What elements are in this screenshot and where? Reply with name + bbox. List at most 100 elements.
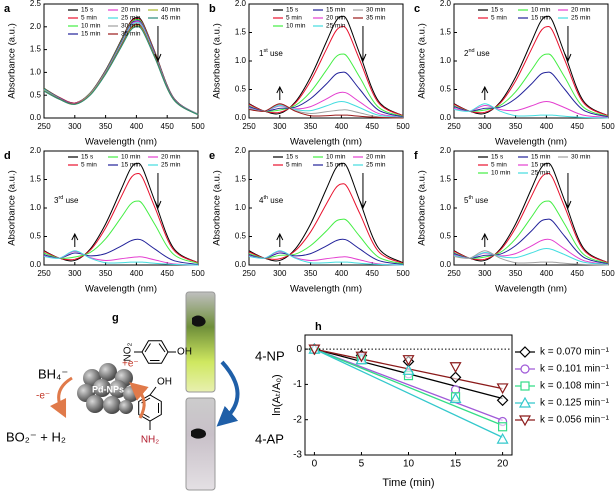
- decrease-arrow: [154, 26, 162, 63]
- decrease-arrow: [359, 173, 367, 210]
- annotation: 3rd use: [54, 195, 79, 205]
- y-tick-label: 1.0: [30, 203, 42, 212]
- y-tick-label: 0.0: [30, 113, 42, 122]
- panel-label: h: [315, 321, 322, 333]
- x-tick-label: 250: [37, 269, 51, 278]
- legend-label: 25 min: [326, 23, 346, 30]
- x-tick-label: 450: [161, 269, 175, 278]
- x-tick-label: 400: [335, 122, 349, 131]
- y-axis-label: Absorbance (a.u.): [7, 170, 18, 246]
- y-tick-label: 0.5: [235, 85, 247, 94]
- x-tick-label: 400: [540, 122, 554, 131]
- x-tick-label: 0: [312, 459, 318, 470]
- y-tick-label: 1.5: [235, 175, 247, 184]
- legend-label: 15 s: [491, 7, 504, 14]
- nitro-group: NO₂: [123, 342, 134, 361]
- spectrum-line: [43, 250, 199, 266]
- x-tick-label: 300: [478, 269, 492, 278]
- spectrum-line: [248, 238, 404, 265]
- y-axis-label: Absorbance (a.u.): [7, 23, 18, 99]
- reactant-name: 4-NP: [255, 348, 285, 363]
- panel-label: d: [4, 150, 11, 162]
- x-tick-label: 5: [359, 459, 365, 470]
- data-point: [449, 392, 462, 404]
- x-tick-label: 400: [540, 269, 554, 278]
- products-label: BO₂⁻ + H₂: [6, 429, 66, 444]
- y-tick-label: -2: [293, 414, 302, 425]
- spectrum-line: [453, 71, 609, 118]
- data-point: [497, 422, 508, 432]
- x-tick-label: 400: [335, 269, 349, 278]
- spectrum-line: [248, 183, 404, 264]
- spectrum-line: [453, 162, 609, 264]
- legend-label: 15 s: [81, 7, 94, 14]
- data-point: [355, 351, 368, 363]
- legend-label: k = 0.108 min⁻¹: [540, 381, 610, 392]
- increase-arrow: [276, 85, 284, 100]
- legend-marker: [520, 364, 530, 374]
- x-tick-label: 250: [242, 122, 256, 131]
- y-tick-label: 0: [296, 344, 302, 355]
- reductant-label: BH₄⁻: [38, 366, 68, 381]
- spectrum-line: [453, 53, 609, 117]
- legend-marker: [520, 381, 530, 391]
- x-tick-label: 15: [450, 459, 462, 470]
- legend-label: 5 min: [81, 162, 97, 169]
- x-axis-label: Wavelength (nm): [495, 284, 567, 295]
- legend-label: 35 min: [121, 31, 141, 38]
- x-tick-label: 300: [478, 122, 492, 131]
- legend-label: 25 min: [571, 15, 591, 22]
- spectrum-line: [453, 200, 609, 264]
- legend-label: 10 min: [531, 7, 551, 14]
- y-tick-label: 1.0: [30, 68, 42, 77]
- x-tick-label: 300: [273, 269, 287, 278]
- stir-bar: [192, 315, 206, 327]
- panel-label: a: [4, 3, 11, 15]
- x-axis-label: Wavelength (nm): [495, 137, 567, 148]
- data-point: [308, 344, 321, 356]
- y-tick-label: 2.0: [30, 22, 42, 31]
- spectrum-line: [248, 218, 404, 265]
- legend-label: 15 min: [531, 162, 551, 169]
- x-tick-label: 450: [366, 122, 380, 131]
- spectrum-line: [453, 247, 609, 265]
- spectrum-line: [248, 100, 404, 118]
- x-tick-label: 450: [366, 269, 380, 278]
- spectrum-line: [43, 26, 199, 116]
- increase-arrow: [481, 232, 489, 247]
- annotation-text: use: [268, 49, 284, 58]
- x-tick-label: 450: [161, 122, 175, 131]
- spectrum-line: [453, 100, 609, 118]
- y-tick-label: 0.5: [440, 232, 452, 241]
- nitrophenol-structure: [134, 340, 176, 364]
- x-tick-label: 500: [601, 122, 615, 131]
- plot-frame: [43, 3, 199, 119]
- y-tick-label: 0.5: [440, 85, 452, 94]
- legend-label: 5 min: [491, 15, 507, 22]
- legend-label: 30 min: [571, 154, 591, 161]
- y-tick-label: 2.0: [440, 146, 452, 155]
- data-point: [496, 394, 509, 407]
- legend-label: 5 min: [286, 162, 302, 169]
- legend-label: 5 min: [81, 15, 97, 22]
- panel-label: e: [209, 150, 215, 162]
- legend-label: 15 min: [531, 154, 551, 161]
- y-tick-label: 0.0: [30, 260, 42, 269]
- x-tick-label: 10: [403, 459, 415, 470]
- annotation-superscript: rd: [58, 195, 63, 201]
- annotation-superscript: th: [468, 195, 473, 201]
- annotation-text: use: [268, 196, 284, 205]
- y-tick-label: 0.0: [235, 260, 247, 269]
- hydroxyl-label: OH: [157, 377, 172, 388]
- annotation: 2nd use: [464, 48, 490, 58]
- legend-label: 20 min: [366, 154, 386, 161]
- increase-arrow: [71, 232, 79, 247]
- decrease-arrow: [359, 26, 367, 63]
- annotation-text: use: [473, 196, 489, 205]
- legend-label: 30 min: [121, 23, 141, 30]
- annotation-number: 5: [464, 196, 469, 205]
- legend-label: k = 0.125 min⁻¹: [540, 398, 610, 409]
- annotation: 1st use: [259, 48, 283, 58]
- legend-label: 25 min: [531, 170, 551, 177]
